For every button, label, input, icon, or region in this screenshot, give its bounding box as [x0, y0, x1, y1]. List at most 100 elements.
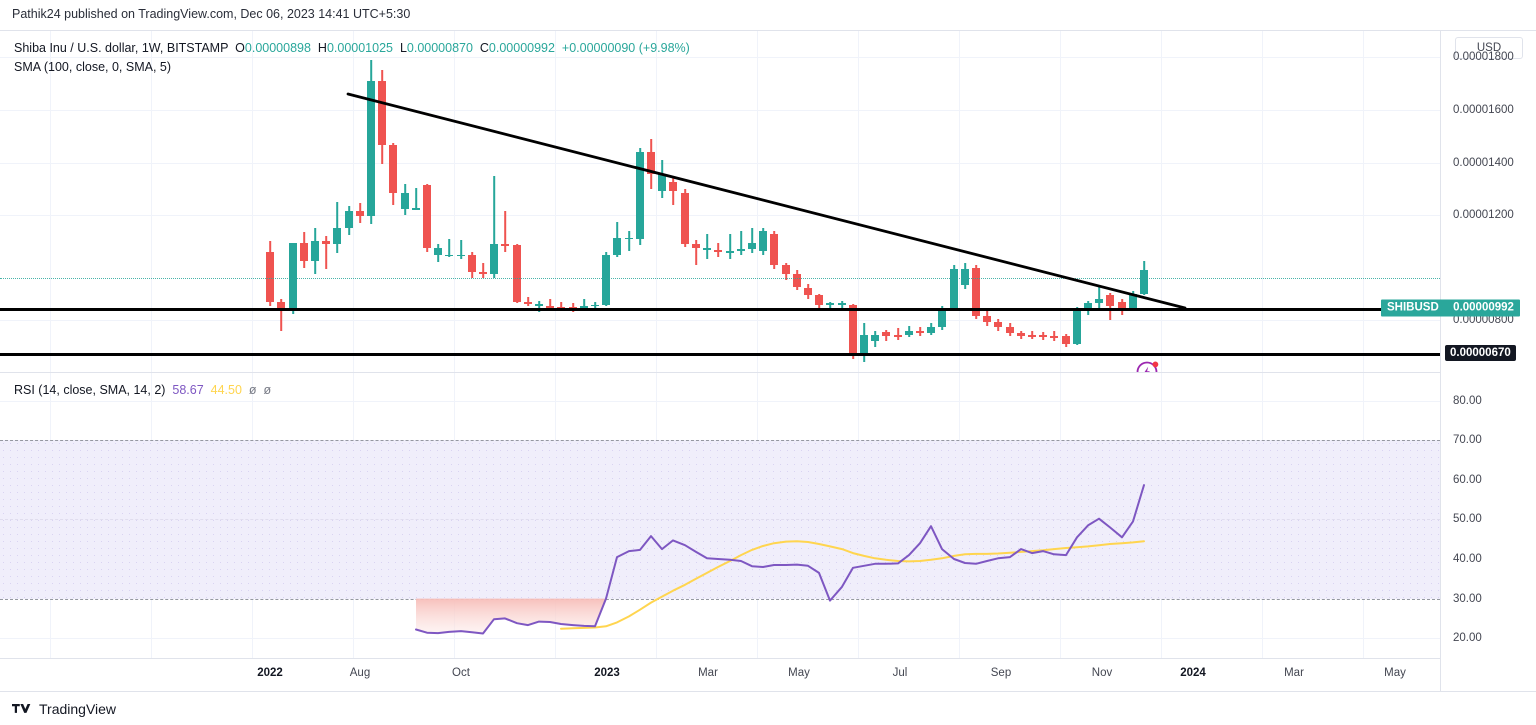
- candle-body: [523, 301, 533, 305]
- candle-wick: [460, 240, 462, 259]
- legend-c-prefix: C: [479, 41, 489, 55]
- candlestick: [433, 31, 443, 372]
- candlestick: [881, 31, 891, 372]
- legend-close: 0.00000992: [488, 41, 555, 55]
- rsi-axis-tick: 30.00: [1453, 592, 1482, 605]
- candlestick: [1061, 31, 1071, 372]
- candlestick: [355, 31, 365, 372]
- candlestick: [893, 31, 903, 372]
- candlestick: [758, 31, 768, 372]
- candle-body: [635, 152, 645, 239]
- time-axis-tick: 2023: [594, 667, 620, 679]
- candlestick: [456, 31, 466, 372]
- candle-wick: [560, 301, 562, 312]
- candle-wick: [628, 230, 630, 251]
- candle-body: [500, 244, 510, 246]
- candle-body: [859, 334, 869, 355]
- lightning-bolt-idea-icon[interactable]: [1135, 358, 1161, 372]
- price-axis-tick: 0.00001200: [1453, 209, 1514, 222]
- candlestick: [870, 31, 880, 372]
- candlestick: [1105, 31, 1115, 372]
- candle-wick: [706, 233, 708, 259]
- candle-body: [747, 242, 757, 250]
- gridline-vertical: [959, 31, 960, 372]
- candlestick: [993, 31, 1003, 372]
- price-pane[interactable]: Shiba Inu / U.S. dollar, 1W, BITSTAMP O0…: [0, 31, 1440, 373]
- rsi-line: [415, 484, 1145, 635]
- candlestick: [276, 31, 286, 372]
- candle-body: [624, 237, 634, 240]
- candle-wick: [1098, 284, 1100, 310]
- candlestick: [859, 31, 869, 372]
- time-axis-tick: Sep: [990, 667, 1012, 679]
- tradingview-logo-icon: [12, 703, 31, 713]
- candle-wick: [504, 211, 506, 252]
- candle-body: [736, 249, 746, 252]
- candlestick: [1049, 31, 1059, 372]
- drawings-overlay: [346, 92, 1187, 310]
- candlestick: [1139, 31, 1149, 372]
- gridline-vertical: [1161, 31, 1162, 372]
- candlestick: [265, 31, 275, 372]
- legend-indicator-sma[interactable]: SMA (100, close, 0, SMA, 5): [14, 60, 172, 74]
- candle-body: [881, 332, 891, 337]
- horizontal-line-resistance[interactable]: [0, 308, 1440, 311]
- candlestick: [299, 31, 309, 372]
- candle-body: [702, 248, 712, 250]
- candle-body: [725, 251, 735, 254]
- time-axis[interactable]: 2022 Aug Oct 2023 Mar May Jul Sep Nov 2024 Mar May: [0, 658, 1440, 691]
- candle-body: [467, 254, 477, 272]
- candle-body: [949, 269, 959, 309]
- currency-badge[interactable]: USD: [1455, 37, 1523, 59]
- candlestick: [422, 31, 432, 372]
- candlestick: [612, 31, 622, 372]
- rsi-band-30-70: [0, 440, 1440, 599]
- candlestick: [500, 31, 510, 372]
- horizontal-line-support[interactable]: [0, 353, 1440, 356]
- rsi-legend-empty-1: ø: [248, 383, 257, 397]
- candle-body: [534, 304, 544, 306]
- candle-body: [758, 230, 768, 252]
- rsi-axis-tick: 40.00: [1453, 553, 1482, 566]
- candlestick: [400, 31, 410, 372]
- candle-body: [971, 267, 981, 317]
- legend-change: +0.00000090: [561, 41, 636, 55]
- candle-body: [1038, 334, 1048, 338]
- candle-body: [680, 192, 690, 245]
- time-axis-tick: Nov: [1091, 667, 1113, 679]
- time-axis-tick: May: [788, 667, 810, 679]
- gridline-vertical: [252, 31, 253, 372]
- price-axis-tick: 0.00001800: [1453, 51, 1514, 64]
- candle-wick: [695, 240, 697, 266]
- legend-h-prefix: H: [317, 41, 327, 55]
- footer: TradingView: [0, 691, 1536, 725]
- price-axis[interactable]: USD 0.00001800 0.00001600 0.00001400 0.0000…: [1440, 31, 1536, 691]
- candle-body: [837, 303, 847, 306]
- candlestick: [803, 31, 813, 372]
- candle-wick: [527, 296, 529, 306]
- gridline-vertical: [656, 31, 657, 372]
- chart-frame: Shiba Inu / U.S. dollar, 1W, BITSTAMP O0…: [0, 30, 1536, 691]
- candle-body: [1105, 295, 1115, 306]
- rsi-axis-tick: 80.00: [1453, 394, 1482, 407]
- rsi-legend-title[interactable]: RSI (14, close, SMA, 14, 2): [14, 383, 166, 397]
- candlestick: [725, 31, 735, 372]
- candle-body: [848, 305, 858, 355]
- candlestick: [1038, 31, 1048, 372]
- gridline-vertical: [50, 31, 51, 372]
- gridline-vertical: [757, 31, 758, 372]
- gridline-horizontal: [0, 57, 1440, 59]
- legend-symbol: Shiba Inu / U.S. dollar, 1W, BITSTAMP: [14, 41, 229, 55]
- candle-body: [310, 241, 320, 262]
- current-price-symbol: SHIBUSD: [1387, 301, 1439, 314]
- candlestick: [635, 31, 645, 372]
- candle-body: [1083, 303, 1093, 310]
- candlestick: [848, 31, 858, 372]
- candlestick: [377, 31, 387, 372]
- candlestick: [915, 31, 925, 372]
- rsi-legend-value: 58.67: [172, 383, 204, 397]
- rsi-pane[interactable]: RSI (14, close, SMA, 14, 2) 58.67 44.50 …: [0, 373, 1440, 658]
- candlestick: [691, 31, 701, 372]
- candlestick: [1083, 31, 1093, 372]
- candle-body: [713, 249, 723, 252]
